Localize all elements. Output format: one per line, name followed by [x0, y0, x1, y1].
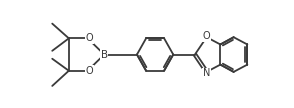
Text: N: N	[203, 68, 210, 78]
Text: O: O	[86, 66, 93, 76]
Text: B: B	[101, 49, 108, 60]
Text: O: O	[86, 33, 93, 43]
Text: O: O	[203, 31, 211, 41]
